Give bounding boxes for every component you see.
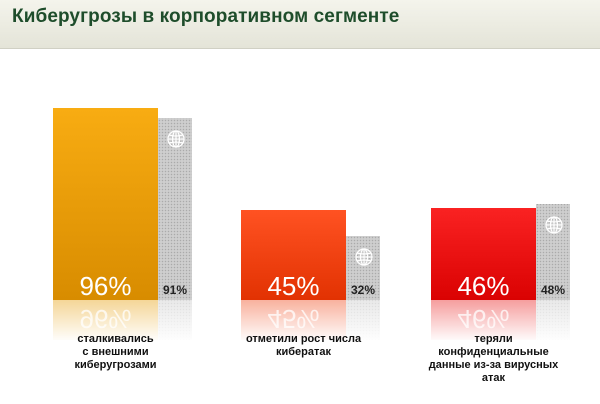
main-bar — [431, 208, 536, 300]
comparison-value-label: 91% — [163, 283, 187, 297]
main-bar — [53, 108, 158, 300]
comparison-bar — [158, 118, 192, 300]
comparison-bar — [536, 204, 570, 300]
comparison-bar — [346, 236, 380, 300]
category-label: теряли конфиденциальные данные из-за вирус… — [428, 333, 559, 384]
page-title: Киберугрозы в корпоративном сегменте — [12, 6, 400, 27]
main-value-label: 96% — [79, 271, 131, 301]
category-label: отметили рост числа кибератак — [245, 333, 362, 358]
main-value-label: 45% — [267, 271, 319, 301]
header-band: Киберугрозы в корпоративном сегменте — [0, 0, 600, 49]
main-bar — [241, 210, 346, 300]
globe-icon — [545, 216, 563, 234]
category-label: сталкивались с внешними киберугрозами — [74, 333, 157, 371]
main-value-label: 46% — [457, 271, 509, 301]
globe-icon — [167, 130, 185, 148]
globe-icon — [355, 248, 373, 266]
comparison-value-label: 48% — [541, 283, 565, 297]
comparison-value-label: 32% — [351, 283, 375, 297]
